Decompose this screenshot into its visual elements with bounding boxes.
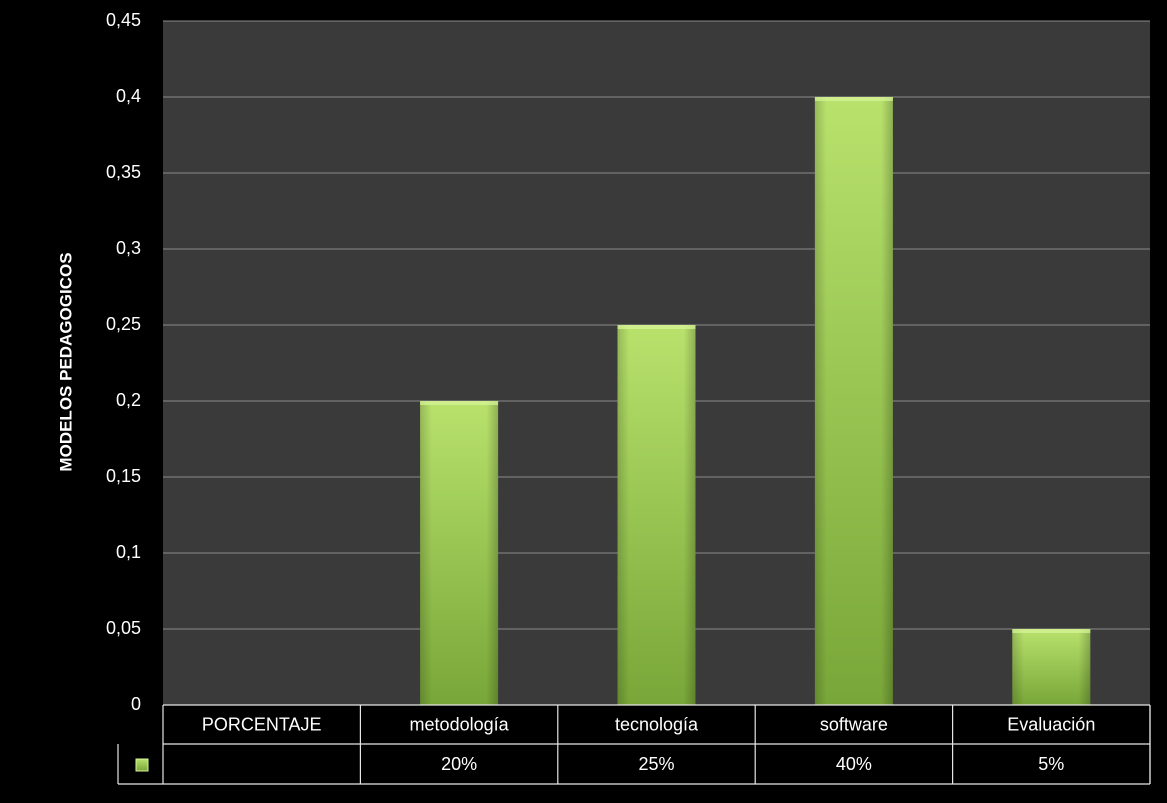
category-label: metodología <box>410 714 510 734</box>
y-tick-label: 0,35 <box>106 162 141 182</box>
y-tick-label: 0,2 <box>116 390 141 410</box>
data-table-value: 5% <box>1038 754 1064 774</box>
y-tick-label: 0,05 <box>106 618 141 638</box>
bar <box>617 325 696 705</box>
y-tick-label: 0,4 <box>116 86 141 106</box>
y-tick-label: 0,3 <box>116 238 141 258</box>
y-tick-label: 0,1 <box>116 542 141 562</box>
data-table-value: 40% <box>836 754 872 774</box>
y-tick-label: 0,25 <box>106 314 141 334</box>
y-tick-label: 0 <box>131 694 141 714</box>
category-label: tecnología <box>615 714 699 734</box>
category-label: Evaluación <box>1007 714 1095 734</box>
data-table-value: 25% <box>638 754 674 774</box>
category-label: PORCENTAJE <box>202 714 322 734</box>
y-tick-label: 0,45 <box>106 10 141 30</box>
data-table-value: 20% <box>441 754 477 774</box>
y-tick-label: 0,15 <box>106 466 141 486</box>
bar <box>420 401 499 705</box>
bar <box>814 97 893 705</box>
bar <box>1012 629 1091 705</box>
category-label: software <box>820 714 888 734</box>
y-axis-label: MODELOS PEDAGOGICOS <box>56 252 75 471</box>
legend-key-swatch <box>135 758 149 772</box>
